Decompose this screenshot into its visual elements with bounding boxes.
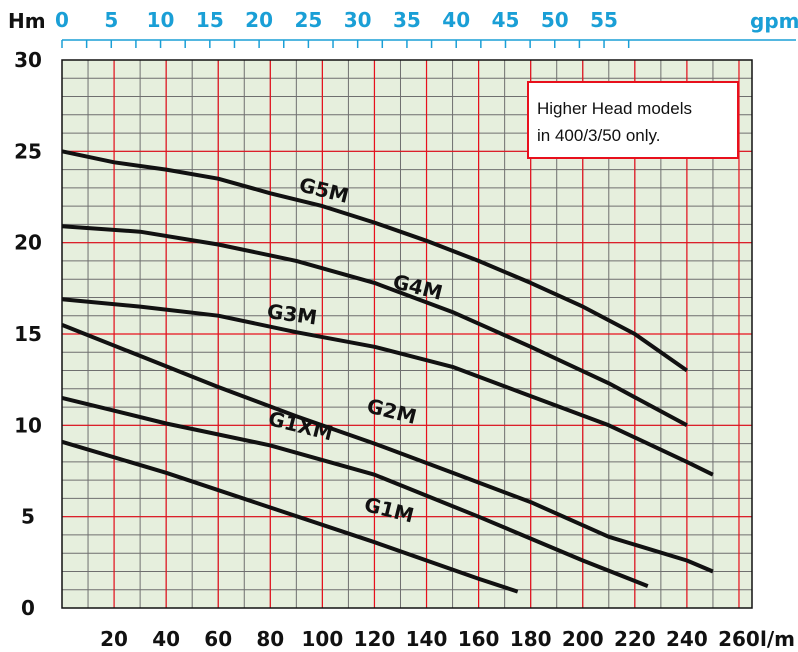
y-tick-label: 0: [21, 596, 35, 620]
x-tick-label: 220: [614, 627, 656, 651]
note-line-1: Higher Head models: [537, 99, 692, 118]
gpm-tick-label: 55: [590, 8, 618, 32]
curve-g4m: [61, 224, 688, 428]
y-tick-label: 5: [21, 505, 35, 529]
x-tick-label: 260: [718, 627, 760, 651]
gpm-tick-label: 20: [245, 8, 273, 32]
gpm-tick-label: 5: [104, 8, 118, 32]
y-tick-label: 10: [14, 413, 42, 437]
note-frame: [527, 81, 739, 159]
y-tick-label: 20: [14, 231, 42, 255]
gpm-tick-label: 50: [541, 8, 569, 32]
x-tick-label: 200: [562, 627, 604, 651]
x-tick-label: 120: [354, 627, 396, 651]
plot-border: [61, 59, 753, 609]
gpm-tick-label: 45: [492, 8, 520, 32]
x-tick-label: 180: [510, 627, 552, 651]
gpm-axis: 0 5 10 15 20 25 30 35 40 45 50 55: [55, 8, 796, 48]
head-axis: 0 5 10 15 20 25 30: [14, 48, 42, 620]
note-line-2: in 400/3/50 only.: [537, 126, 661, 145]
gpm-tick-label: 15: [196, 8, 224, 32]
note-box: Higher Head models in 400/3/50 only.: [527, 81, 739, 159]
gpm-unit-label: gpm: [750, 9, 798, 33]
y-tick-label: 25: [14, 139, 42, 163]
curve-g1xm: [61, 395, 649, 588]
curve-g3m: [61, 297, 714, 477]
curve-g1m: [61, 439, 519, 594]
x-tick-label: 20: [100, 627, 128, 651]
flow-axis: 20 40 60 80 100 120 140 160 180 200 220 240 260: [100, 627, 760, 651]
curve-g5m: [61, 149, 689, 373]
x-tick-label: 80: [256, 627, 284, 651]
gpm-tick-label: 40: [442, 8, 470, 32]
y-tick-label: 15: [14, 322, 42, 346]
y-unit-label: Hm: [8, 9, 46, 33]
x-tick-label: 140: [406, 627, 448, 651]
gpm-tick-label: 30: [344, 8, 372, 32]
gpm-tick-label: 25: [294, 8, 322, 32]
gpm-tick-label: 10: [147, 8, 175, 32]
x-tick-label: 60: [204, 627, 232, 651]
curve-g2m: [61, 323, 714, 574]
x-tick-label: 100: [302, 627, 344, 651]
gpm-tick-label: 35: [393, 8, 421, 32]
x-tick-label: 160: [458, 627, 500, 651]
gpm-tick-label: 0: [55, 8, 69, 32]
x-tick-label: 240: [666, 627, 708, 651]
curves: [61, 149, 714, 594]
x-unit-label: l/m: [760, 627, 795, 651]
x-tick-label: 40: [152, 627, 180, 651]
y-tick-label: 30: [14, 48, 42, 72]
